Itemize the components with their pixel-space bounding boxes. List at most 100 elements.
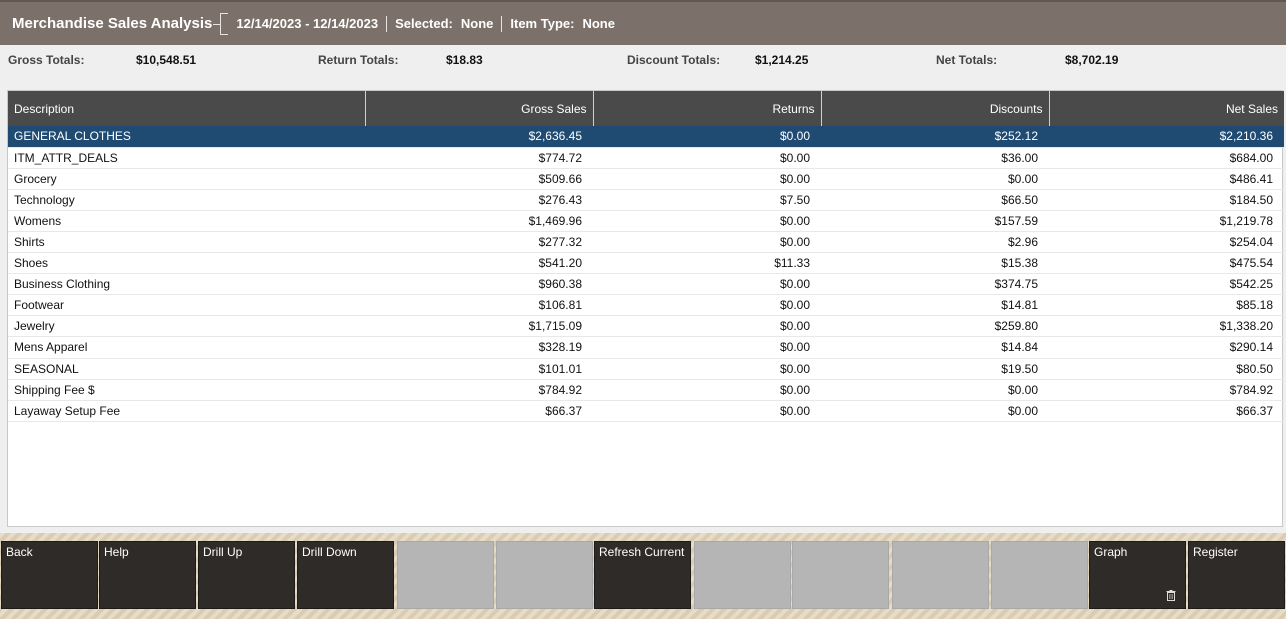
cell-gross-sales: $784.92 [538, 382, 582, 397]
cell-discounts: $374.75 [994, 277, 1038, 292]
table-row[interactable]: Mens Apparel $328.19 $0.00 $14.84 $290.14 [8, 337, 1284, 359]
empty-9-button [892, 541, 989, 609]
table-row[interactable]: ITM_ATTR_DEALS $774.72 $0.00 $36.00 $684.00 [8, 147, 1284, 169]
cell-returns: $0.00 [779, 213, 810, 228]
button-label: Drill Down [302, 545, 357, 559]
table-row[interactable]: SEASONAL $101.01 $0.00 $19.50 $80.50 [8, 358, 1284, 380]
cell-net-sales: $2,210.36 [1219, 129, 1273, 144]
cell-net-sales: $1,219.78 [1219, 213, 1273, 228]
column-header-returns[interactable]: Returns [593, 91, 822, 126]
table-row[interactable]: Footwear $106.81 $0.00 $14.81 $85.18 [8, 295, 1284, 316]
totals-row: Gross Totals: $10,548.51 Return Totals: … [0, 45, 1286, 75]
help-button[interactable]: Help [99, 541, 196, 609]
table-row[interactable]: Shoes $541.20 $11.33 $15.38 $475.54 [8, 253, 1284, 274]
button-label: Register [1193, 545, 1238, 559]
cell-gross-sales: $106.81 [538, 298, 582, 313]
cell-gross-sales: $774.72 [538, 150, 582, 165]
cell-net-sales: $66.37 [1236, 403, 1273, 418]
date-range: 12/14/2023 - 12/14/2023 [236, 16, 379, 31]
cell-discounts: $14.84 [1001, 340, 1038, 355]
cell-net-sales: $290.14 [1229, 340, 1273, 355]
cell-net-sales: $184.50 [1229, 192, 1273, 207]
cell-discounts: $0.00 [1007, 403, 1038, 418]
cell-description: Shoes [14, 256, 49, 271]
cell-gross-sales: $960.38 [538, 277, 582, 292]
cell-discounts: $2.96 [1007, 235, 1038, 250]
button-label: Help [104, 545, 129, 559]
cell-returns: $0.00 [779, 298, 810, 313]
register-button[interactable]: Register [1188, 541, 1285, 609]
cell-discounts: $0.00 [1007, 382, 1038, 397]
cell-net-sales: $80.50 [1236, 361, 1273, 376]
column-header-gross-sales[interactable]: Gross Sales [365, 91, 594, 126]
empty-8-button [792, 541, 889, 609]
cell-description: GENERAL CLOTHES [14, 129, 131, 144]
cell-description: Womens [14, 213, 62, 228]
cell-discounts: $252.12 [994, 129, 1038, 144]
table-header-row: Description Gross Sales Returns Discount… [8, 91, 1284, 126]
return-totals-value: $18.83 [446, 53, 483, 67]
cell-returns: $11.33 [774, 256, 810, 271]
page-title: Merchandise Sales Analysis [12, 15, 213, 32]
refresh-current-button[interactable]: Refresh Current [594, 541, 691, 609]
cell-description: ITM_ATTR_DEALS [14, 150, 118, 165]
discount-totals-label: Discount Totals: [627, 53, 721, 67]
cell-net-sales: $254.04 [1229, 235, 1273, 250]
net-totals-value: $8,702.19 [1065, 53, 1119, 67]
button-label: Back [6, 545, 33, 559]
table-row[interactable]: Grocery $509.66 $0.00 $0.00 $486.41 [8, 168, 1284, 190]
drill-up-button[interactable]: Drill Up [198, 541, 295, 609]
header-separator [386, 15, 388, 32]
cell-description: Footwear [14, 298, 65, 313]
drill-down-button[interactable]: Drill Down [297, 541, 394, 609]
cell-returns: $0.00 [779, 403, 810, 418]
cell-gross-sales: $328.19 [538, 340, 582, 355]
item-type-label: Item Type: [510, 16, 575, 31]
table-row[interactable]: Jewelry $1,715.09 $0.00 $259.80 $1,338.20 [8, 316, 1284, 337]
cell-gross-sales: $509.66 [538, 171, 582, 186]
trash-icon [1166, 590, 1176, 601]
empty-10-button [991, 541, 1088, 609]
cell-net-sales: $85.18 [1236, 298, 1273, 313]
table-row[interactable]: GENERAL CLOTHES $2,636.45 $0.00 $252.12 $2,2… [8, 126, 1284, 148]
column-header-net-sales[interactable]: Net Sales [1225, 101, 1278, 116]
button-label: Graph [1094, 545, 1128, 559]
cell-returns: $0.00 [779, 171, 810, 186]
cell-description: Mens Apparel [14, 340, 88, 355]
button-label: Refresh Current [599, 545, 685, 559]
cell-description: SEASONAL [14, 361, 79, 376]
cell-net-sales: $784.92 [1229, 382, 1273, 397]
table-row[interactable]: Business Clothing $960.38 $0.00 $374.75 $542… [8, 274, 1284, 295]
cell-returns: $0.00 [779, 235, 810, 250]
cell-net-sales: $542.25 [1229, 277, 1273, 292]
cell-returns: $0.00 [779, 277, 810, 292]
table-row[interactable]: Technology $276.43 $7.50 $66.50 $184.50 [8, 189, 1284, 211]
cell-description: Grocery [14, 171, 57, 186]
discount-totals-value: $1,214.25 [755, 53, 809, 67]
cell-gross-sales: $1,469.96 [528, 213, 582, 228]
cell-description: Layaway Setup Fee [14, 403, 121, 418]
empty-4-button [397, 541, 494, 609]
graph-button[interactable]: Graph [1089, 541, 1186, 609]
cell-gross-sales: $2,636.45 [528, 129, 582, 144]
column-header-description[interactable]: Description [8, 91, 366, 126]
sales-table: Description Gross Sales Returns Discount… [7, 90, 1284, 527]
table-row[interactable]: Shirts $277.32 $0.00 $2.96 $254.04 [8, 231, 1284, 253]
cell-gross-sales: $276.43 [538, 192, 582, 207]
cell-description: Shipping Fee $ [14, 382, 95, 397]
column-header-discounts[interactable]: Discounts [821, 91, 1050, 126]
header-separator [501, 15, 503, 32]
cell-net-sales: $486.41 [1229, 171, 1273, 186]
item-type-value: None [582, 16, 615, 31]
cell-gross-sales: $101.01 [538, 361, 582, 376]
net-totals-label: Net Totals: [936, 53, 998, 67]
table-row[interactable]: Womens $1,469.96 $0.00 $157.59 $1,219.78 [8, 210, 1284, 232]
cell-discounts: $36.00 [1001, 150, 1038, 165]
table-row[interactable]: Layaway Setup Fee $66.37 $0.00 $0.00 $66.37 [8, 400, 1284, 422]
selected-label: Selected: [395, 16, 453, 31]
table-row[interactable]: Shipping Fee $ $784.92 $0.00 $0.00 $784.92 [8, 379, 1284, 401]
cell-description: Technology [14, 192, 75, 207]
back-button[interactable]: Back [1, 541, 98, 609]
cell-returns: $0.00 [779, 319, 810, 334]
cell-gross-sales: $66.37 [545, 403, 582, 418]
